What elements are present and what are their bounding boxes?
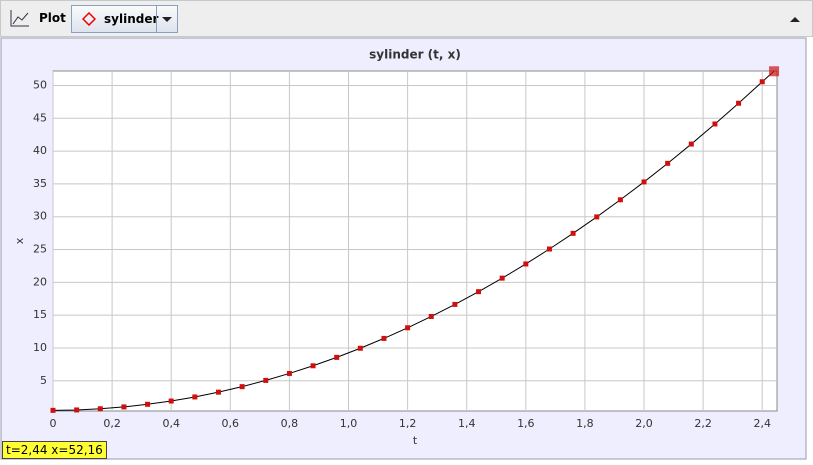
- x-tick-label: 0,8: [281, 417, 299, 430]
- data-point: [428, 313, 434, 319]
- data-point: [769, 66, 780, 77]
- data-point: [50, 407, 56, 413]
- data-point: [499, 275, 505, 281]
- y-tick-label: 5: [40, 374, 47, 387]
- data-point: [665, 160, 671, 166]
- data-point: [357, 345, 363, 351]
- x-tick-label: 0,2: [103, 417, 121, 430]
- x-tick-label: 1,4: [458, 417, 476, 430]
- toolbar: Plot sylinder: [0, 0, 813, 37]
- data-point: [74, 407, 80, 413]
- data-point: [168, 398, 174, 404]
- data-point: [688, 141, 694, 147]
- data-point: [546, 246, 552, 252]
- chart: sylinder (t, x) t x 0 0,2 0,4 0,6 0,8 1,0 1,2 1…: [0, 37, 807, 460]
- plot-selector[interactable]: sylinder: [71, 5, 178, 33]
- status-readout: t=2,44 x=52,16: [2, 441, 107, 459]
- plot-icon: [10, 10, 29, 27]
- plot-label: Plot: [39, 11, 66, 25]
- x-tick-label: 0: [50, 417, 57, 430]
- y-tick-label: 25: [33, 243, 47, 256]
- dropdown-button[interactable]: [156, 6, 177, 32]
- selected-plot: sylinder: [104, 12, 159, 26]
- collapse-button[interactable]: [788, 14, 802, 24]
- data-line: [52, 70, 775, 411]
- diamond-icon: [82, 12, 96, 26]
- data-point: [192, 394, 198, 400]
- data-point: [239, 384, 245, 390]
- data-point: [759, 79, 765, 85]
- data-point: [594, 214, 600, 220]
- x-tick-label: 0,6: [222, 417, 240, 430]
- data-point: [736, 100, 742, 106]
- data-point: [381, 335, 387, 341]
- x-tick-label: 2,4: [753, 417, 771, 430]
- data-point: [97, 406, 103, 412]
- x-tick-label: 1,2: [399, 417, 417, 430]
- x-tick-label: 2,0: [635, 417, 653, 430]
- data-point: [452, 301, 458, 307]
- plot-area: [52, 70, 778, 412]
- data-point: [523, 261, 529, 267]
- y-tick-label: 30: [33, 210, 47, 223]
- data-point: [405, 325, 411, 331]
- y-tick-label: 40: [33, 144, 47, 157]
- x-axis-label: t: [413, 434, 418, 447]
- data-point: [145, 401, 151, 407]
- data-point: [712, 121, 718, 127]
- x-tick-label: 1,8: [576, 417, 594, 430]
- x-tick-label: 1,6: [517, 417, 535, 430]
- x-tick-label: 2,2: [694, 417, 712, 430]
- data-point: [121, 404, 127, 410]
- y-tick-label: 15: [33, 308, 47, 321]
- data-point: [570, 230, 576, 236]
- data-point: [334, 354, 340, 360]
- data-point: [215, 389, 221, 395]
- y-tick-label: 45: [33, 111, 47, 124]
- y-tick-label: 50: [33, 78, 47, 91]
- y-tick-label: 35: [33, 177, 47, 190]
- data-point: [476, 289, 482, 295]
- y-tick-label: 10: [33, 341, 47, 354]
- data-point: [617, 197, 623, 203]
- x-tick-label: 1,0: [340, 417, 358, 430]
- dropdown-arrow: [162, 17, 172, 22]
- x-tick-label: 0,4: [162, 417, 180, 430]
- data-point: [310, 363, 316, 369]
- y-tick-label: 20: [33, 275, 47, 288]
- y-axis-label: x: [13, 237, 26, 244]
- data-point: [641, 179, 647, 185]
- data-point: [286, 370, 292, 376]
- data-point: [263, 377, 269, 383]
- chart-title: sylinder (t, x): [369, 48, 461, 62]
